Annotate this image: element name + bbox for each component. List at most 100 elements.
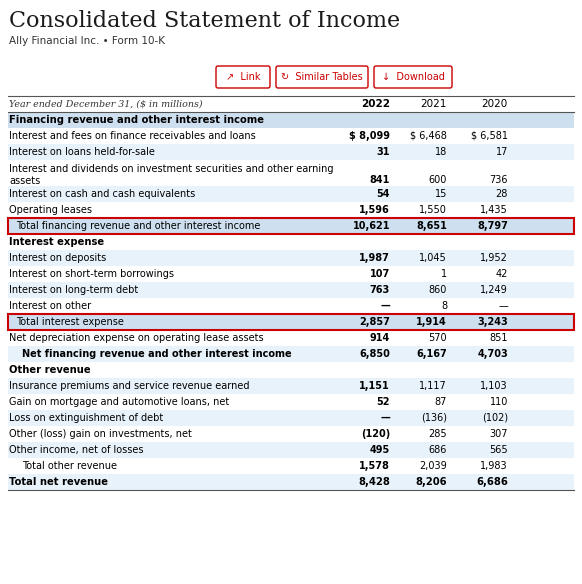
Text: Year ended December 31, ($ in millions): Year ended December 31, ($ in millions) <box>9 99 203 109</box>
Text: 42: 42 <box>496 269 508 279</box>
Text: Interest on cash and cash equivalents: Interest on cash and cash equivalents <box>9 189 195 199</box>
Text: 763: 763 <box>370 285 390 295</box>
Text: Insurance premiums and service revenue earned: Insurance premiums and service revenue e… <box>9 381 250 391</box>
Bar <box>8 298 574 314</box>
Text: 1,249: 1,249 <box>480 285 508 295</box>
Text: 2020: 2020 <box>482 99 508 109</box>
Text: 1,435: 1,435 <box>480 205 508 215</box>
Text: 6,850: 6,850 <box>359 349 390 359</box>
Bar <box>8 378 574 394</box>
Bar <box>8 474 574 490</box>
Text: Financing revenue and other interest income: Financing revenue and other interest inc… <box>9 115 264 125</box>
Text: 6,167: 6,167 <box>416 349 447 359</box>
Text: 2,039: 2,039 <box>419 461 447 471</box>
Text: Total net revenue: Total net revenue <box>9 477 108 487</box>
Bar <box>8 250 574 266</box>
Bar <box>8 202 574 218</box>
Text: 2021: 2021 <box>421 99 447 109</box>
Text: 1,987: 1,987 <box>359 253 390 263</box>
Bar <box>8 330 574 346</box>
Bar <box>8 458 574 474</box>
Text: 1,550: 1,550 <box>419 205 447 215</box>
Bar <box>8 266 574 282</box>
Text: 565: 565 <box>489 445 508 455</box>
FancyBboxPatch shape <box>374 66 452 88</box>
Text: 17: 17 <box>496 147 508 157</box>
Text: 10,621: 10,621 <box>353 221 390 231</box>
Text: Consolidated Statement of Income: Consolidated Statement of Income <box>9 10 400 32</box>
Text: 600: 600 <box>428 175 447 185</box>
Bar <box>8 112 574 128</box>
FancyBboxPatch shape <box>216 66 270 88</box>
Text: 110: 110 <box>489 397 508 407</box>
Text: 570: 570 <box>428 333 447 343</box>
Bar <box>8 218 574 234</box>
Text: Interest and dividends on investment securities and other earning
assets: Interest and dividends on investment sec… <box>9 164 333 186</box>
Text: 1,578: 1,578 <box>359 461 390 471</box>
Text: (102): (102) <box>482 413 508 423</box>
Bar <box>8 314 574 330</box>
Bar <box>8 314 574 330</box>
Text: $ 8,099: $ 8,099 <box>349 131 390 141</box>
Bar <box>8 128 574 144</box>
Text: $ 6,581: $ 6,581 <box>471 131 508 141</box>
Text: 6,686: 6,686 <box>476 477 508 487</box>
Text: 1,117: 1,117 <box>419 381 447 391</box>
Bar <box>8 218 574 234</box>
Text: 1,103: 1,103 <box>480 381 508 391</box>
Text: 736: 736 <box>489 175 508 185</box>
Text: Interest expense: Interest expense <box>9 237 104 247</box>
Text: 4,703: 4,703 <box>477 349 508 359</box>
Bar <box>8 410 574 426</box>
Text: 2022: 2022 <box>361 99 390 109</box>
Text: 8: 8 <box>441 301 447 311</box>
Text: Ally Financial Inc. • Form 10-K: Ally Financial Inc. • Form 10-K <box>9 36 165 46</box>
Text: 1: 1 <box>441 269 447 279</box>
Text: 52: 52 <box>377 397 390 407</box>
Text: 686: 686 <box>428 445 447 455</box>
Bar <box>8 234 574 250</box>
Text: Total financing revenue and other interest income: Total financing revenue and other intere… <box>16 221 260 231</box>
Bar <box>8 144 574 160</box>
Text: 3,243: 3,243 <box>477 317 508 327</box>
Text: 8,651: 8,651 <box>416 221 447 231</box>
Bar <box>8 186 574 202</box>
Text: 1,952: 1,952 <box>480 253 508 263</box>
Text: ↻  Similar Tables: ↻ Similar Tables <box>281 72 363 82</box>
Text: Net depreciation expense on operating lease assets: Net depreciation expense on operating le… <box>9 333 264 343</box>
Text: Interest on loans held-for-sale: Interest on loans held-for-sale <box>9 147 155 157</box>
Bar <box>8 346 574 362</box>
Text: Interest on other: Interest on other <box>9 301 91 311</box>
Text: Other revenue: Other revenue <box>9 365 91 375</box>
Text: 285: 285 <box>428 429 447 439</box>
Text: 1,596: 1,596 <box>359 205 390 215</box>
Text: ↗  Link: ↗ Link <box>226 72 260 82</box>
Bar <box>8 282 574 298</box>
Text: 495: 495 <box>370 445 390 455</box>
Text: 87: 87 <box>435 397 447 407</box>
Text: 18: 18 <box>435 147 447 157</box>
Text: (120): (120) <box>361 429 390 439</box>
Text: —: — <box>498 301 508 311</box>
Text: 860: 860 <box>428 285 447 295</box>
Text: 28: 28 <box>496 189 508 199</box>
Text: 15: 15 <box>435 189 447 199</box>
Text: 1,914: 1,914 <box>416 317 447 327</box>
Text: 841: 841 <box>370 175 390 185</box>
Text: Interest on deposits: Interest on deposits <box>9 253 107 263</box>
Text: Net financing revenue and other interest income: Net financing revenue and other interest… <box>22 349 292 359</box>
Text: Total other revenue: Total other revenue <box>22 461 117 471</box>
Bar <box>8 426 574 442</box>
Text: 107: 107 <box>370 269 390 279</box>
Text: ↓  Download: ↓ Download <box>382 72 445 82</box>
Bar <box>8 362 574 378</box>
Bar <box>8 442 574 458</box>
Text: Interest on long-term debt: Interest on long-term debt <box>9 285 139 295</box>
Text: Other income, net of losses: Other income, net of losses <box>9 445 144 455</box>
Text: Other (loss) gain on investments, net: Other (loss) gain on investments, net <box>9 429 192 439</box>
Text: Total interest expense: Total interest expense <box>16 317 124 327</box>
Text: 8,797: 8,797 <box>477 221 508 231</box>
Text: —: — <box>380 301 390 311</box>
Text: Gain on mortgage and automotive loans, net: Gain on mortgage and automotive loans, n… <box>9 397 229 407</box>
Text: Interest and fees on finance receivables and loans: Interest and fees on finance receivables… <box>9 131 255 141</box>
